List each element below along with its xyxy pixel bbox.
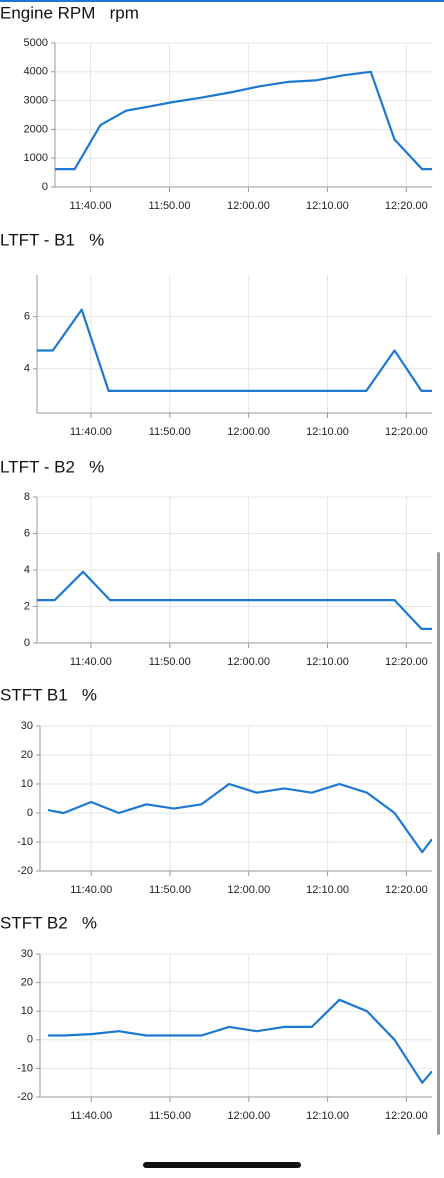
y-tick-label: 20 <box>21 977 33 989</box>
y-tick-label: -10 <box>17 836 33 848</box>
y-tick-label: 3000 <box>24 95 48 107</box>
y-tick-label: 0 <box>42 181 48 193</box>
x-tick-label: 11:50.00 <box>149 656 191 668</box>
y-tick-label: 4 <box>24 564 30 576</box>
y-tick-label: 10 <box>21 778 33 790</box>
chart: LTFT - B2 % 0 2 4 6 8 11:40.00 11:50.00 12:00.00… <box>0 457 432 668</box>
x-tick-label: 12:00.00 <box>227 200 270 212</box>
chart-title: STFT B1 % <box>0 685 97 704</box>
y-tick-label: -10 <box>17 1062 33 1074</box>
y-tick-label: 30 <box>21 720 33 732</box>
y-tick-label: 8 <box>24 491 30 503</box>
y-tick-label: 6 <box>24 527 30 539</box>
x-tick-label: 12:00.00 <box>227 1110 270 1122</box>
y-tick-label: -20 <box>17 1091 33 1103</box>
y-tick-label: 2 <box>24 600 30 612</box>
y-tick-label: -20 <box>17 865 33 877</box>
y-tick-label: 5000 <box>24 37 48 49</box>
y-tick-label: 4 <box>24 363 30 375</box>
scrollbar[interactable] <box>437 552 440 1135</box>
y-tick-label: 20 <box>21 749 33 761</box>
data-line <box>37 570 432 630</box>
y-tick-label: 30 <box>21 948 33 960</box>
x-tick-label: 12:10.00 <box>306 200 349 212</box>
data-line <box>37 308 432 392</box>
x-tick-label: 11:40.00 <box>70 884 112 896</box>
x-tick-label: 11:50.00 <box>149 1110 191 1122</box>
x-tick-label: 12:20.00 <box>385 426 428 438</box>
x-tick-label: 12:10.00 <box>306 884 349 896</box>
data-line <box>47 782 432 854</box>
x-tick-label: 12:10.00 <box>306 1110 349 1122</box>
data-line <box>47 998 432 1084</box>
chart-title: STFT B2 % <box>0 913 97 932</box>
y-tick-label: 0 <box>24 637 30 649</box>
x-tick-label: 11:50.00 <box>148 200 190 212</box>
y-tick-label: 0 <box>27 1034 33 1046</box>
x-tick-label: 12:20.00 <box>385 884 428 896</box>
x-tick-label: 11:40.00 <box>70 656 112 668</box>
chart: STFT B2 % -20 -10 0 10 20 30 11:40.00 11:50.00 12… <box>0 913 432 1122</box>
y-tick-label: 1000 <box>24 152 48 164</box>
chart-title: Engine RPM rpm <box>0 3 139 22</box>
x-tick-label: 12:10.00 <box>306 426 349 438</box>
x-tick-label: 12:00.00 <box>227 426 270 438</box>
x-tick-label: 12:10.00 <box>306 656 349 668</box>
x-tick-label: 11:50.00 <box>149 426 191 438</box>
home-indicator[interactable] <box>143 1162 301 1168</box>
x-tick-label: 11:50.00 <box>149 884 191 896</box>
x-tick-label: 12:20.00 <box>385 656 428 668</box>
x-tick-label: 12:00.00 <box>227 656 270 668</box>
chart-title: LTFT - B2 % <box>0 457 104 476</box>
y-tick-label: 4000 <box>24 66 48 78</box>
top-bar <box>0 0 444 2</box>
x-tick-label: 12:20.00 <box>385 1110 428 1122</box>
chart: Engine RPM rpm 0 1000 2000 3000 4000 5000 11:40… <box>0 3 432 212</box>
y-tick-label: 10 <box>21 1005 33 1017</box>
x-tick-label: 12:00.00 <box>227 884 270 896</box>
x-tick-label: 11:40.00 <box>70 1110 112 1122</box>
x-tick-label: 12:20.00 <box>385 200 428 212</box>
data-line <box>55 70 432 171</box>
chart: STFT B1 % -20 -10 0 10 20 30 11:40.00 11:50.00 12… <box>0 685 432 896</box>
chart: LTFT - B1 % 4 6 11:40.00 11:50.00 12:00.00 12:… <box>0 230 432 438</box>
y-tick-label: 2000 <box>24 123 48 135</box>
x-tick-label: 11:40.00 <box>70 200 112 212</box>
x-tick-label: 11:40.00 <box>70 426 112 438</box>
chart-title: LTFT - B1 % <box>0 230 104 249</box>
y-tick-label: 6 <box>24 311 30 323</box>
y-tick-label: 0 <box>27 807 33 819</box>
